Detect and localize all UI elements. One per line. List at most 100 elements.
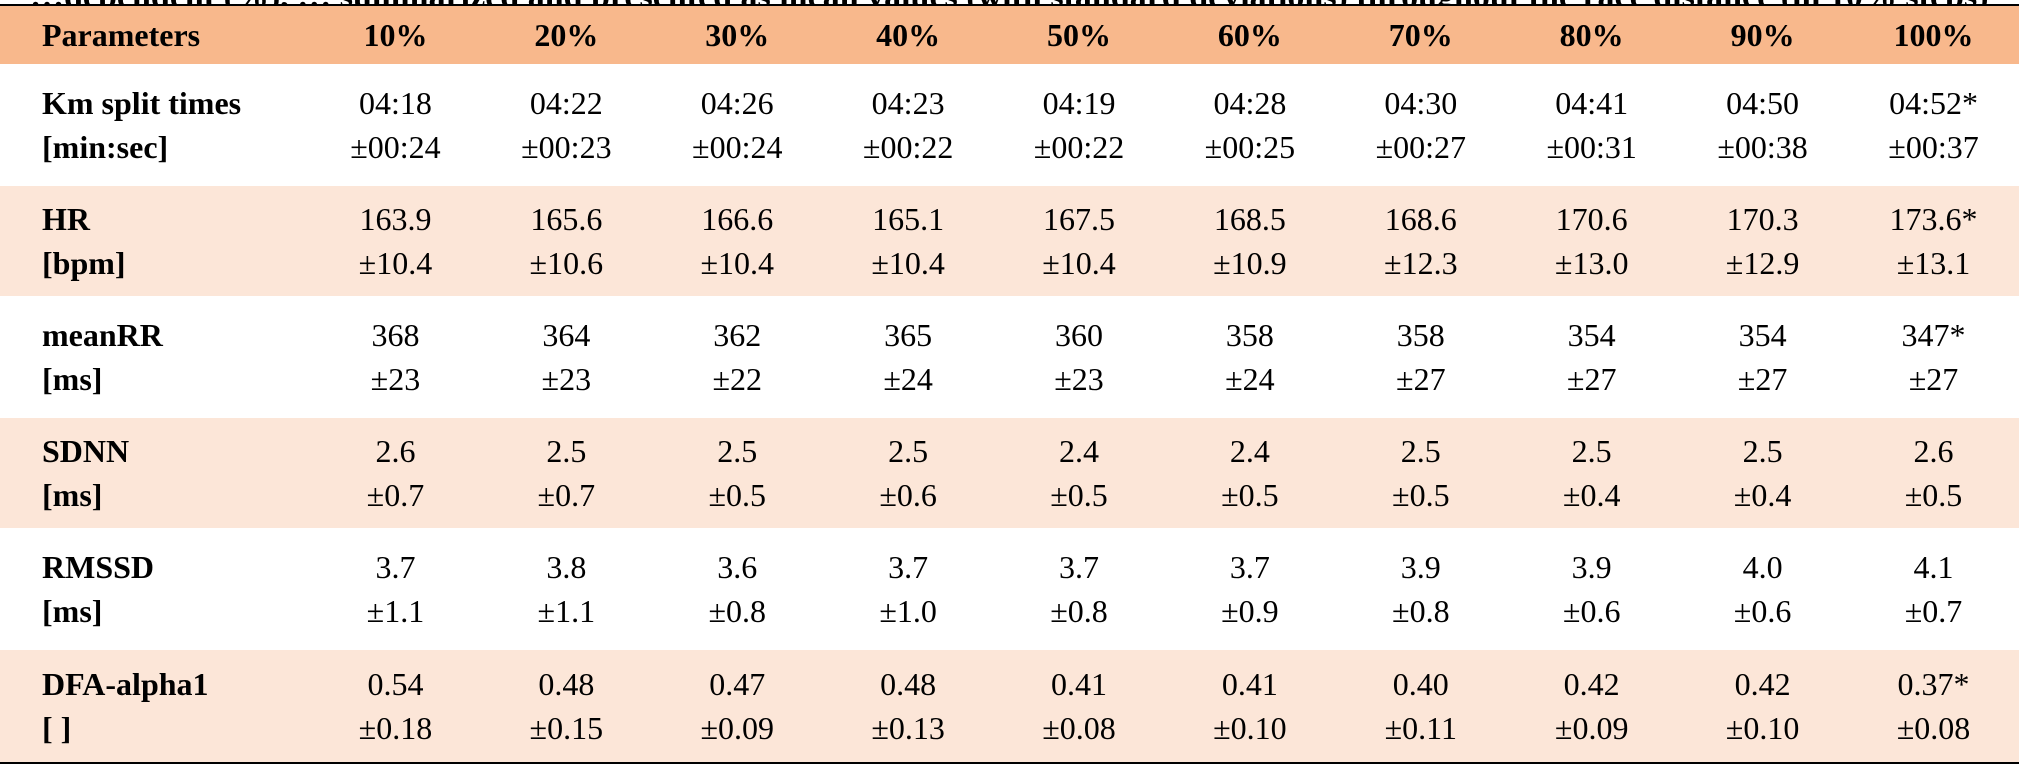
- value-cell: 2.5 ±0.5: [1335, 412, 1507, 531]
- header-percent-50: 50%: [993, 4, 1165, 68]
- sd-value: ±0.5: [1050, 477, 1108, 513]
- value-cell: 04:22 ±00:23: [480, 64, 652, 183]
- parameter-name: RMSSD: [42, 549, 155, 585]
- sd-value: ±0.08: [1042, 710, 1116, 746]
- mean-value: 04:19: [1042, 85, 1116, 121]
- sd-value: ±00:27: [1375, 129, 1467, 165]
- value-cell: 2.5 ±0.7: [480, 412, 652, 531]
- value-cell: 364 ±23: [480, 296, 652, 415]
- parameter-name: meanRR: [42, 317, 163, 353]
- value-cell: 168.5 ±10.9: [1164, 180, 1336, 299]
- mean-value: 362: [713, 317, 762, 353]
- mean-value: 3.7: [1059, 549, 1099, 585]
- value-cell: 04:41 ±00:31: [1506, 64, 1678, 183]
- parameter-unit: [bpm]: [42, 245, 126, 281]
- header-percent-40: 40%: [822, 4, 994, 68]
- header-percent-10: 10%: [310, 4, 481, 68]
- mean-value: 354: [1738, 317, 1787, 353]
- value-cell: 358 ±27: [1335, 296, 1507, 415]
- sd-value: ±0.11: [1384, 710, 1457, 746]
- value-cell: 4.1 ±0.7: [1848, 528, 2019, 647]
- header-percent-70: 70%: [1335, 4, 1507, 68]
- mean-value: 04:22: [529, 85, 603, 121]
- table-body: Km split times [min:sec] 04:18 ±00:24 04:22 ±…: [0, 64, 2019, 764]
- value-cell: 163.9 ±10.4: [310, 180, 481, 299]
- sd-value: ±00:25: [1204, 129, 1296, 165]
- value-cell: 165.6 ±10.6: [480, 180, 652, 299]
- mean-value: 167.5: [1043, 201, 1115, 237]
- parameter-name: DFA-alpha1: [42, 666, 209, 702]
- value-cell: 3.6 ±0.8: [651, 528, 823, 647]
- sd-value: ±27: [1396, 361, 1446, 397]
- sd-value: ±10.4: [871, 245, 945, 281]
- mean-value: 2.4: [1059, 433, 1099, 469]
- mean-value: 04:28: [1213, 85, 1287, 121]
- mean-value: 04:18: [359, 85, 432, 121]
- mean-value: 04:52*: [1889, 85, 1978, 121]
- value-cell: 2.6 ±0.5: [1848, 412, 2019, 531]
- mean-value: 3.9: [1400, 549, 1441, 585]
- mean-value: 2.4: [1229, 433, 1270, 469]
- mean-value: 0.41: [1051, 666, 1107, 702]
- mean-value: 0.41: [1221, 666, 1278, 702]
- sd-value: ±00:22: [862, 129, 954, 165]
- parameter-cell: meanRR [ms]: [0, 296, 310, 415]
- sd-value: ±12.9: [1725, 245, 1800, 281]
- mean-value: 0.37*: [1897, 666, 1970, 702]
- mean-value: 0.42: [1563, 666, 1620, 702]
- sd-value: ±0.7: [537, 477, 596, 513]
- table-row: RMSSD [ms] 3.7 ±1.1 3.8 ±1.1 3.6 ±0.8 3.7 ±1.0 3.7…: [0, 528, 2019, 647]
- mean-value: 173.6*: [1889, 201, 1978, 237]
- value-cell: 2.4 ±0.5: [993, 412, 1165, 531]
- sd-value: ±0.09: [1554, 710, 1629, 746]
- table-row: Km split times [min:sec] 04:18 ±00:24 04:22 ±…: [0, 64, 2019, 183]
- mean-value: 3.8: [546, 549, 587, 585]
- sd-value: ±0.7: [366, 477, 425, 513]
- sd-value: ±12.3: [1384, 245, 1458, 281]
- sd-value: ±0.8: [708, 593, 766, 629]
- mean-value: 3.6: [717, 549, 758, 585]
- mean-value: 0.42: [1734, 666, 1791, 702]
- parameter-unit: [ms]: [42, 361, 103, 397]
- mean-value: 3.7: [375, 549, 416, 585]
- mean-value: 2.5: [717, 433, 758, 469]
- mean-value: 168.6: [1384, 201, 1457, 237]
- sd-value: ±0.6: [1733, 593, 1792, 629]
- mean-value: 165.6: [530, 201, 603, 237]
- sd-value: ±27: [1908, 361, 1959, 397]
- header-percent-60: 60%: [1164, 4, 1336, 68]
- parameter-unit: [ ]: [42, 710, 72, 746]
- mean-value: 04:26: [700, 85, 774, 121]
- table-row: HR [bpm] 163.9 ±10.4 165.6 ±10.6 166.6 ±10.4 165…: [0, 180, 2019, 299]
- value-cell: 04:19 ±00:22: [993, 64, 1165, 183]
- sd-value: ±1.0: [879, 593, 937, 629]
- mean-value: 0.48: [880, 666, 937, 702]
- sd-value: ±0.6: [879, 477, 937, 513]
- value-cell: 04:18 ±00:24: [310, 64, 481, 183]
- value-cell: 3.8 ±1.1: [480, 528, 652, 647]
- value-cell: 0.37* ±0.08: [1848, 644, 2019, 764]
- parameter-cell: SDNN [ms]: [0, 412, 310, 531]
- header-parameters: Parameters: [0, 4, 310, 68]
- sd-value: ±00:24: [350, 129, 441, 165]
- parameter-cell: Km split times [min:sec]: [0, 64, 310, 183]
- parameter-cell: RMSSD [ms]: [0, 528, 310, 647]
- value-cell: 3.9 ±0.8: [1335, 528, 1507, 647]
- value-cell: 2.4 ±0.5: [1164, 412, 1336, 531]
- sd-value: ±0.4: [1562, 477, 1621, 513]
- mean-value: 2.6: [1913, 433, 1954, 469]
- sd-value: ±13.1: [1896, 245, 1971, 281]
- sd-value: ±0.09: [700, 710, 774, 746]
- sd-value: ±27: [1566, 361, 1617, 397]
- table-row: SDNN [ms] 2.6 ±0.7 2.5 ±0.7 2.5 ±0.5 2.5 ±0.6 2.4 ±…: [0, 412, 2019, 531]
- mean-value: 3.7: [1229, 549, 1270, 585]
- value-cell: 04:50 ±00:38: [1677, 64, 1849, 183]
- value-cell: 2.5 ±0.6: [822, 412, 994, 531]
- parameter-name: HR: [42, 201, 90, 237]
- parameter-name: Km split times: [42, 85, 242, 121]
- mean-value: 2.5: [1742, 433, 1783, 469]
- value-cell: 0.54 ±0.18: [310, 644, 481, 764]
- sd-value: ±0.08: [1896, 710, 1971, 746]
- mean-value: 04:41: [1555, 85, 1629, 121]
- value-cell: 2.5 ±0.4: [1506, 412, 1678, 531]
